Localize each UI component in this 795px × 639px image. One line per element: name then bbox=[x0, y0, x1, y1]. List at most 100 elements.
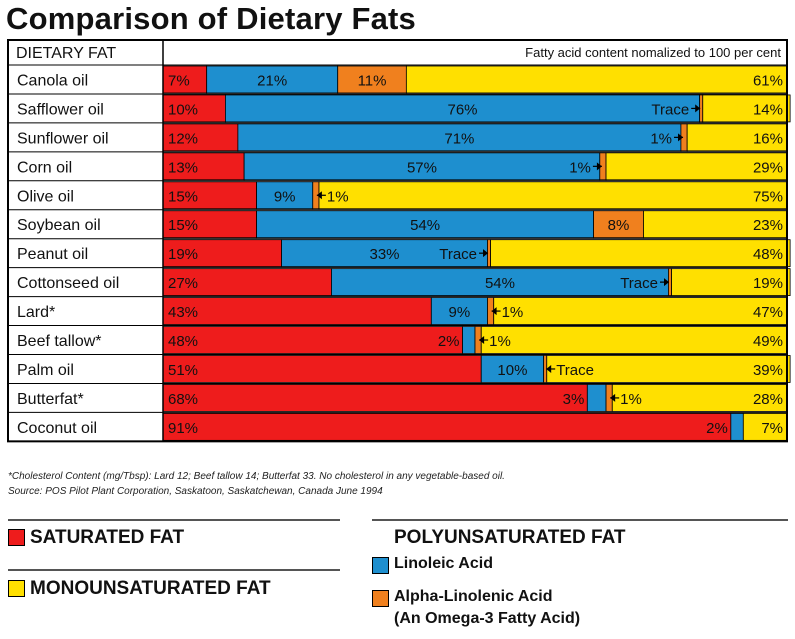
category-label: Cottonseed oil bbox=[17, 275, 119, 292]
pointer-arrowhead bbox=[664, 278, 669, 287]
footnote-cholesterol: *Cholesterol Content (mg/Tbsp): Lard 12;… bbox=[8, 471, 505, 482]
category-label: Beef tallow* bbox=[17, 333, 102, 350]
pointer-arrowhead bbox=[479, 336, 485, 345]
bar-saturated bbox=[162, 268, 332, 296]
data-label-alpha-linolenic: 1% bbox=[327, 188, 349, 205]
bar-linoleic bbox=[243, 152, 601, 181]
page-title: Comparison of Dietary Fats bbox=[6, 1, 417, 36]
pointer-arrowhead bbox=[610, 393, 616, 402]
bar-saturated bbox=[162, 355, 482, 383]
data-label-linoleic: 57% bbox=[407, 159, 437, 176]
data-label-linoleic: 2% bbox=[706, 420, 728, 437]
data-label-monounsaturated: 48% bbox=[753, 246, 783, 263]
data-label-monounsaturated: 29% bbox=[753, 159, 783, 176]
legend-rule-left-top bbox=[8, 519, 340, 521]
legend-monounsaturated: MONOUNSATURATED FAT bbox=[30, 578, 271, 599]
data-label-monounsaturated: 28% bbox=[753, 391, 783, 408]
data-label-monounsaturated: 47% bbox=[753, 304, 783, 321]
pointer-arrowhead bbox=[695, 104, 701, 113]
legend-saturated: SATURATED FAT bbox=[30, 527, 185, 548]
data-label-saturated: 13% bbox=[168, 159, 198, 176]
bar-linoleic bbox=[480, 355, 545, 383]
bar-monounsaturated bbox=[643, 210, 788, 239]
bar-saturated bbox=[162, 297, 432, 325]
data-label-linoleic: 21% bbox=[257, 72, 287, 89]
saturated-swatch bbox=[8, 529, 25, 546]
data-label-monounsaturated: 49% bbox=[753, 333, 783, 350]
bar-monounsaturated bbox=[490, 239, 791, 268]
data-label-saturated: 10% bbox=[168, 101, 198, 118]
data-label-saturated: 51% bbox=[168, 362, 198, 379]
data-label-alpha-linolenic: 1% bbox=[620, 391, 642, 408]
bar-monounsaturated bbox=[702, 94, 791, 123]
data-label-linoleic: 54% bbox=[485, 275, 515, 292]
alpha-linolenic-swatch bbox=[372, 590, 389, 607]
data-label-saturated: 15% bbox=[168, 217, 198, 234]
pointer-arrowhead bbox=[596, 162, 602, 171]
data-label-linoleic: 71% bbox=[444, 130, 474, 147]
bar-monounsaturated bbox=[546, 355, 791, 383]
data-label-linoleic: 3% bbox=[563, 391, 585, 408]
data-label-alpha-linolenic: 11% bbox=[358, 72, 387, 89]
data-label-linoleic: 2% bbox=[438, 333, 460, 350]
monounsaturated-swatch bbox=[8, 580, 25, 597]
data-label-saturated: 15% bbox=[168, 188, 198, 205]
pointer-arrowhead bbox=[483, 249, 489, 258]
bar-saturated bbox=[162, 384, 588, 412]
category-label: Canola oil bbox=[17, 72, 88, 89]
column-header: DIETARY FAT bbox=[16, 45, 116, 62]
bar-linoleic bbox=[206, 65, 339, 94]
data-label-alpha-linolenic: 1% bbox=[489, 333, 511, 350]
data-label-linoleic: 9% bbox=[274, 188, 296, 205]
bar-monounsaturated bbox=[405, 65, 788, 94]
footnote-source: Source: POS Pilot Plant Corporation, Sas… bbox=[8, 486, 383, 497]
data-label-monounsaturated: 7% bbox=[761, 420, 783, 437]
data-label-monounsaturated: 39% bbox=[753, 362, 783, 379]
bar-linoleic bbox=[430, 297, 488, 325]
data-label-saturated: 91% bbox=[168, 420, 198, 437]
data-label-monounsaturated: 75% bbox=[753, 188, 783, 205]
legend-alpha-linolenic: Alpha-Linolenic Acid bbox=[394, 588, 553, 605]
data-label-linoleic: 9% bbox=[449, 304, 471, 321]
data-label-monounsaturated: 14% bbox=[753, 101, 783, 118]
bar-saturated bbox=[162, 326, 463, 354]
category-label: Coconut oil bbox=[17, 420, 97, 437]
data-label-monounsaturated: 16% bbox=[753, 130, 783, 147]
category-label: Safflower oil bbox=[17, 101, 104, 118]
data-label-saturated: 48% bbox=[168, 333, 198, 350]
legend-rule-right bbox=[372, 519, 788, 521]
bar-monounsaturated bbox=[611, 384, 788, 412]
category-label: Sunflower oil bbox=[17, 130, 109, 147]
category-label: Butterfat* bbox=[17, 391, 84, 408]
data-label-monounsaturated: 61% bbox=[753, 72, 783, 89]
pointer-arrowhead bbox=[491, 307, 497, 316]
data-label-alpha-linolenic: Trace bbox=[620, 275, 658, 292]
data-label-saturated: 43% bbox=[168, 304, 198, 321]
data-label-linoleic: 10% bbox=[497, 362, 527, 379]
bar-saturated bbox=[162, 239, 282, 268]
bar-linoleic bbox=[586, 384, 607, 412]
legend-omega3-note: (An Omega-3 Fatty Acid) bbox=[394, 610, 581, 627]
data-label-alpha-linolenic: 1% bbox=[650, 130, 672, 147]
bar-saturated bbox=[162, 412, 732, 441]
chart-subtitle: Fatty acid content nomalized to 100 per … bbox=[525, 45, 781, 60]
bar-monounsaturated bbox=[318, 181, 788, 210]
data-label-monounsaturated: 23% bbox=[753, 217, 783, 234]
data-label-saturated: 68% bbox=[168, 391, 198, 408]
category-label: Palm oil bbox=[17, 362, 74, 379]
data-label-saturated: 27% bbox=[168, 275, 198, 292]
category-label: Soybean oil bbox=[17, 217, 101, 234]
category-label: Olive oil bbox=[17, 188, 74, 205]
bar-linoleic bbox=[237, 123, 682, 152]
data-label-linoleic: 76% bbox=[448, 101, 478, 118]
bar-monounsaturated bbox=[493, 297, 788, 325]
category-label: Lard* bbox=[17, 304, 55, 321]
legend-linoleic: Linoleic Acid bbox=[394, 555, 493, 572]
category-label: Corn oil bbox=[17, 159, 72, 176]
data-label-saturated: 7% bbox=[168, 72, 190, 89]
pointer-arrowhead bbox=[316, 191, 322, 200]
data-label-alpha-linolenic: Trace bbox=[556, 362, 594, 379]
legend-polyunsaturated: POLYUNSATURATED FAT bbox=[394, 527, 626, 548]
linoleic-swatch bbox=[372, 557, 389, 574]
